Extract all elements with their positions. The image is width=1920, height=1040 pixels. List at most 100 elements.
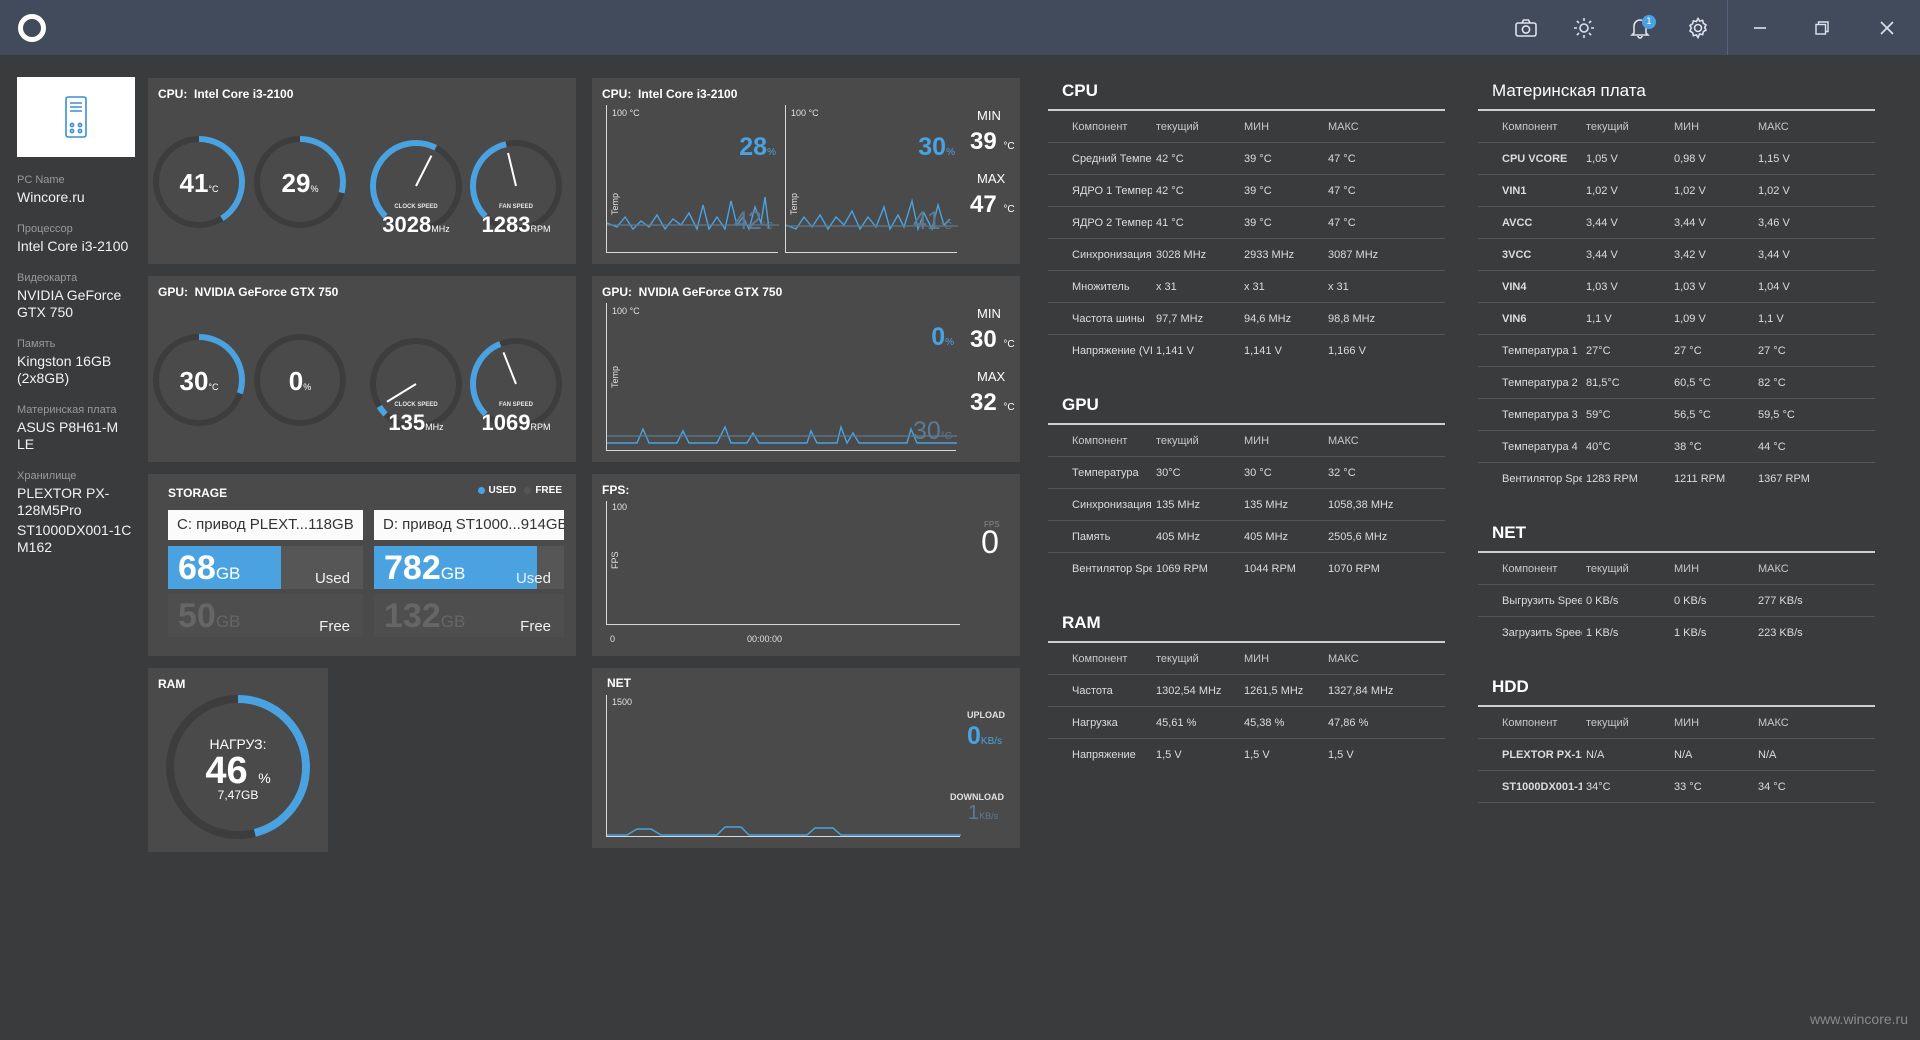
notification-badge: 1: [1642, 15, 1656, 29]
table-row: Напряжение 1,5 V 1,5 V 1,5 V: [1072, 749, 1354, 761]
divider: [1478, 551, 1875, 553]
table-row: Выгрузить Speed 0 KB/s 0 KB/s 277 KB/s: [1478, 585, 1875, 617]
ram-load-value: 46 %: [205, 750, 271, 792]
drive-d-header: D: привод ST1000...914GB: [374, 510, 564, 540]
gpu-chart-ymax: 100 °C: [612, 306, 640, 316]
table-row: Множитель x 31 x 31 x 31: [1048, 271, 1445, 303]
cpu-temp-gauge: [153, 136, 245, 228]
net-table: NET Компонент текущий МИН МАКС Выгрузить Sp…: [1478, 523, 1875, 649]
fps-panel[interactable]: FPS: 100 FPS 0 00:00:00 FPS 0: [592, 474, 1020, 656]
cpu-min-label: MIN: [977, 108, 1001, 123]
net-download-label: DOWNLOAD: [950, 792, 1004, 802]
cpu-core1-chart: 100 °C Temp 28% 42°C: [606, 105, 779, 253]
table-row: CPU VCORE 1,05 V 0,98 V 1,15 V: [1478, 143, 1875, 175]
drive-d-used-label: Used: [515, 570, 551, 587]
maximize-icon[interactable]: [1794, 0, 1850, 55]
cpu-core1-ymax: 100 °C: [612, 108, 640, 118]
gpu-temp-chart: 100 °C Temp 0% 30°C: [606, 303, 957, 451]
sidebar-value: Kingston 16GB (2x8GB): [17, 353, 112, 386]
gpu-temp-gauge: [153, 334, 245, 426]
cpu-clock-value: 3028MHz: [382, 212, 450, 237]
ram-panel[interactable]: RAM НАГРУЗ: 46 % 7,47GB: [148, 668, 328, 852]
sidebar-label: Хранилище: [17, 470, 77, 482]
table-row: 3VCC 3,44 V 3,42 V 3,44 V: [1478, 239, 1875, 271]
sidebar-storage: Хранилище PLEXTOR PX-128M5Pro ST1000DX00…: [17, 470, 137, 556]
gpu-load-gauge: [254, 334, 346, 426]
fps-side-label: FPS: [984, 520, 1000, 529]
sidebar-value: ASUS P8H61-M LE: [17, 419, 119, 452]
drive-d-used-value: 782GB: [384, 549, 466, 587]
table-header: Компонент текущий МИН МАКС: [1478, 553, 1875, 585]
fps-ylabel: FPS: [610, 551, 620, 569]
sidebar-value: NVIDIA GeForce GTX 750: [17, 287, 122, 320]
cpu-load-gauge: [254, 136, 346, 228]
cpu-chart-panel[interactable]: CPU: Intel Core i3-2100 100 °C Temp 28% …: [592, 78, 1020, 264]
table-row: Средний Темпер 42 °C 39 °C 47 °C: [1048, 143, 1445, 175]
table-row: PLEXTOR PX-128N/AN/AN/A: [1478, 739, 1875, 771]
drive-c-free-bar: 50GB Free: [168, 594, 363, 637]
divider: [1048, 109, 1445, 111]
minimize-icon[interactable]: [1732, 0, 1788, 55]
cpu-temp-value: 41°C: [179, 168, 219, 198]
hdd-table-title: HDD: [1492, 677, 1529, 696]
cpu-fan-gauge: [470, 140, 562, 232]
gear-icon[interactable]: [1670, 0, 1726, 55]
motherboard-table-title: Материнская плата: [1492, 81, 1646, 100]
close-icon[interactable]: [1859, 0, 1915, 55]
gpu-gauges-panel[interactable]: GPU: NVIDIA GeForce GTX 750 30°C 0% CLOC…: [148, 276, 576, 462]
table-row: Температура 1 27°C 27 °C 27 °C: [1478, 335, 1875, 367]
watermark: www.wincore.ru: [1809, 1011, 1908, 1027]
cpu-core2-load-line: [786, 198, 951, 232]
table-row: VIN4 1,03 V 1,03 V 1,04 V: [1478, 271, 1875, 303]
cpu-table-title: CPU: [1062, 81, 1098, 100]
sidebar-value: Intel Core i3-2100: [17, 238, 129, 254]
cpu-core1-ylabel: Temp: [610, 192, 620, 215]
cpu-gauges-panel[interactable]: CPU: Intel Core i3-2100 41°C 29% CLOCK S…: [148, 78, 576, 264]
sidebar: PC Name Wincore.ru Процессор Intel Core …: [17, 77, 137, 556]
cpu-core2-load: 30%: [918, 133, 955, 161]
storage-title: STORAGE: [168, 486, 228, 500]
drive-d-used-fill: [374, 546, 538, 589]
sidebar-cpu: Процессор Intel Core i3-2100: [17, 223, 137, 255]
gpu-table: GPU Компонент текущий МИН МАКС Температура 3…: [1048, 395, 1445, 585]
table-row: Загрузить Speed 1 KB/s 1 KB/s 223 KB/s: [1502, 627, 1803, 639]
sidebar-label: Память: [17, 338, 56, 350]
bell-icon[interactable]: 1: [1612, 0, 1668, 55]
gpu-clock-value: 135MHz: [388, 410, 444, 435]
fps-title: FPS:: [602, 483, 630, 497]
legend-free-dot: [524, 486, 532, 494]
cpu-core2-ymax: 100 °C: [791, 108, 819, 118]
drive-c-header: C: привод PLEXT...118GB: [168, 510, 363, 540]
cpu-table: CPU Компонент текущий МИН МАКС Средний Темп…: [1048, 81, 1445, 367]
cpu-min-value: 39 °C: [970, 128, 1015, 155]
legend-used-dot: [477, 486, 485, 494]
table-row: ЯДРО 1 Темпера 42 °C 39 °C 47 °C: [1048, 175, 1445, 207]
gpu-chart-panel[interactable]: GPU: NVIDIA GeForce GTX 750 100 °C Temp …: [592, 276, 1020, 462]
fps-x0: 0: [610, 634, 616, 644]
panel-title: CPU: Intel Core i3-2100: [158, 87, 294, 101]
brightness-icon[interactable]: [1556, 0, 1612, 55]
ram-panel-title: RAM: [158, 677, 186, 691]
drive-d-free-value: 132GB: [384, 597, 466, 635]
table-header: Компонент текущий МИН МАКС: [1478, 111, 1875, 143]
cpu-core2-chart: 100 °C Temp 30% 41°C: [785, 105, 958, 253]
table-row: AVCC 3,44 V 3,44 V 3,46 V: [1478, 207, 1875, 239]
gpu-load-readout: 0%: [931, 323, 954, 351]
sidebar-value: PLEXTOR PX-128M5Pro: [17, 485, 110, 518]
camera-icon[interactable]: [1498, 0, 1554, 55]
sidebar-label: Процессор: [17, 223, 73, 235]
table-row: Температура 4 40°C 38 °C 44 °C: [1478, 431, 1875, 463]
table-header: Компонент текущий МИН МАКС: [1048, 425, 1445, 457]
drive-c-used-label: Used: [314, 570, 350, 587]
cpu-core2-ylabel: Temp: [789, 192, 799, 215]
drive-c-free-value: 50GB: [178, 597, 241, 635]
net-ymax: 1500: [612, 697, 633, 707]
net-panel[interactable]: NET 1500 UPLOAD 0KB/s DOWNLOAD 1KB/s: [592, 668, 1020, 848]
storage-panel[interactable]: STORAGE USED FREE C: привод PLEXT...118GB…: [148, 474, 576, 656]
gpu-max-label: MAX: [977, 369, 1006, 384]
sidebar-value: ST1000DX001-1C M162: [17, 522, 132, 555]
fps-ymax: 100: [612, 502, 628, 512]
cpu-fan-value: 1283RPM: [481, 212, 551, 237]
sidebar-pc-name: PC Name Wincore.ru: [17, 174, 137, 206]
